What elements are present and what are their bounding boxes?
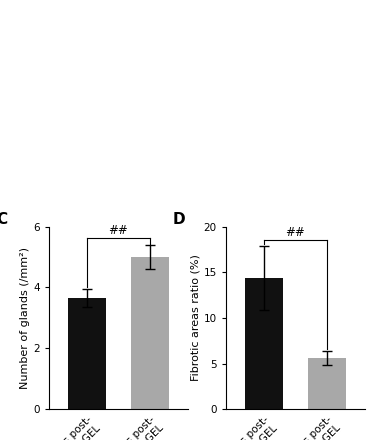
Bar — [131, 257, 169, 409]
Text: ##: ## — [285, 226, 305, 239]
Bar — [308, 358, 346, 409]
Y-axis label: Number of glands (/mm²): Number of glands (/mm²) — [20, 247, 30, 389]
Text: C: C — [0, 212, 7, 227]
Text: ##: ## — [109, 224, 128, 237]
Bar — [244, 278, 282, 409]
Bar — [68, 298, 106, 409]
Text: D: D — [173, 212, 185, 227]
Y-axis label: Fibrotic areas ratio (%): Fibrotic areas ratio (%) — [191, 254, 200, 381]
